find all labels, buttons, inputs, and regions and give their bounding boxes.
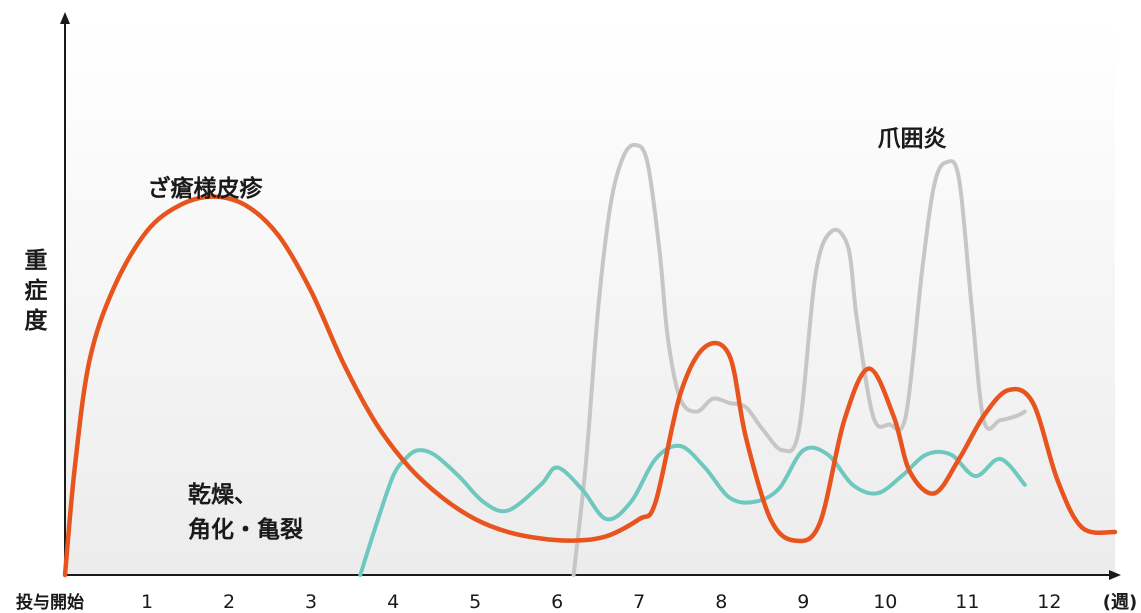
x-tick-label: 5: [469, 591, 481, 613]
series-label-paronychia: 爪囲炎: [878, 126, 947, 152]
series-line-acne: [62, 194, 1118, 578]
series-line-paronychia: [571, 142, 1027, 577]
y-axis-label: 重症度: [25, 248, 49, 334]
x-tick-label: 8: [715, 591, 727, 613]
x-tick-labels: 1 2 3 4 5 6 7 8 9 10 11 12: [141, 591, 1061, 613]
x-tick-label: 7: [633, 591, 645, 613]
x-tick-label: 2: [223, 591, 235, 613]
series-layer: [62, 142, 1118, 578]
x-axis-arrow: [1109, 570, 1121, 580]
x-tick-label: 4: [387, 591, 399, 613]
plot-background: [65, 20, 1115, 575]
x-tick-label: 9: [797, 591, 809, 613]
x-tick-label: 12: [1037, 591, 1061, 613]
x-start-label: 投与開始: [16, 592, 84, 613]
x-tick-label: 11: [955, 591, 979, 613]
x-tick-label: 10: [873, 591, 897, 613]
y-axis-arrow: [60, 12, 70, 24]
x-unit-label: (週): [1103, 592, 1137, 613]
series-label-dryness-line1: 乾燥、: [188, 481, 257, 508]
x-tick-label: 6: [551, 591, 563, 613]
series-label-acne: ざ瘡様皮疹: [148, 175, 264, 202]
x-tick-label: 1: [141, 591, 153, 613]
x-tick-label: 3: [305, 591, 317, 613]
series-label-dryness-line2: 角化・亀裂: [188, 516, 303, 543]
